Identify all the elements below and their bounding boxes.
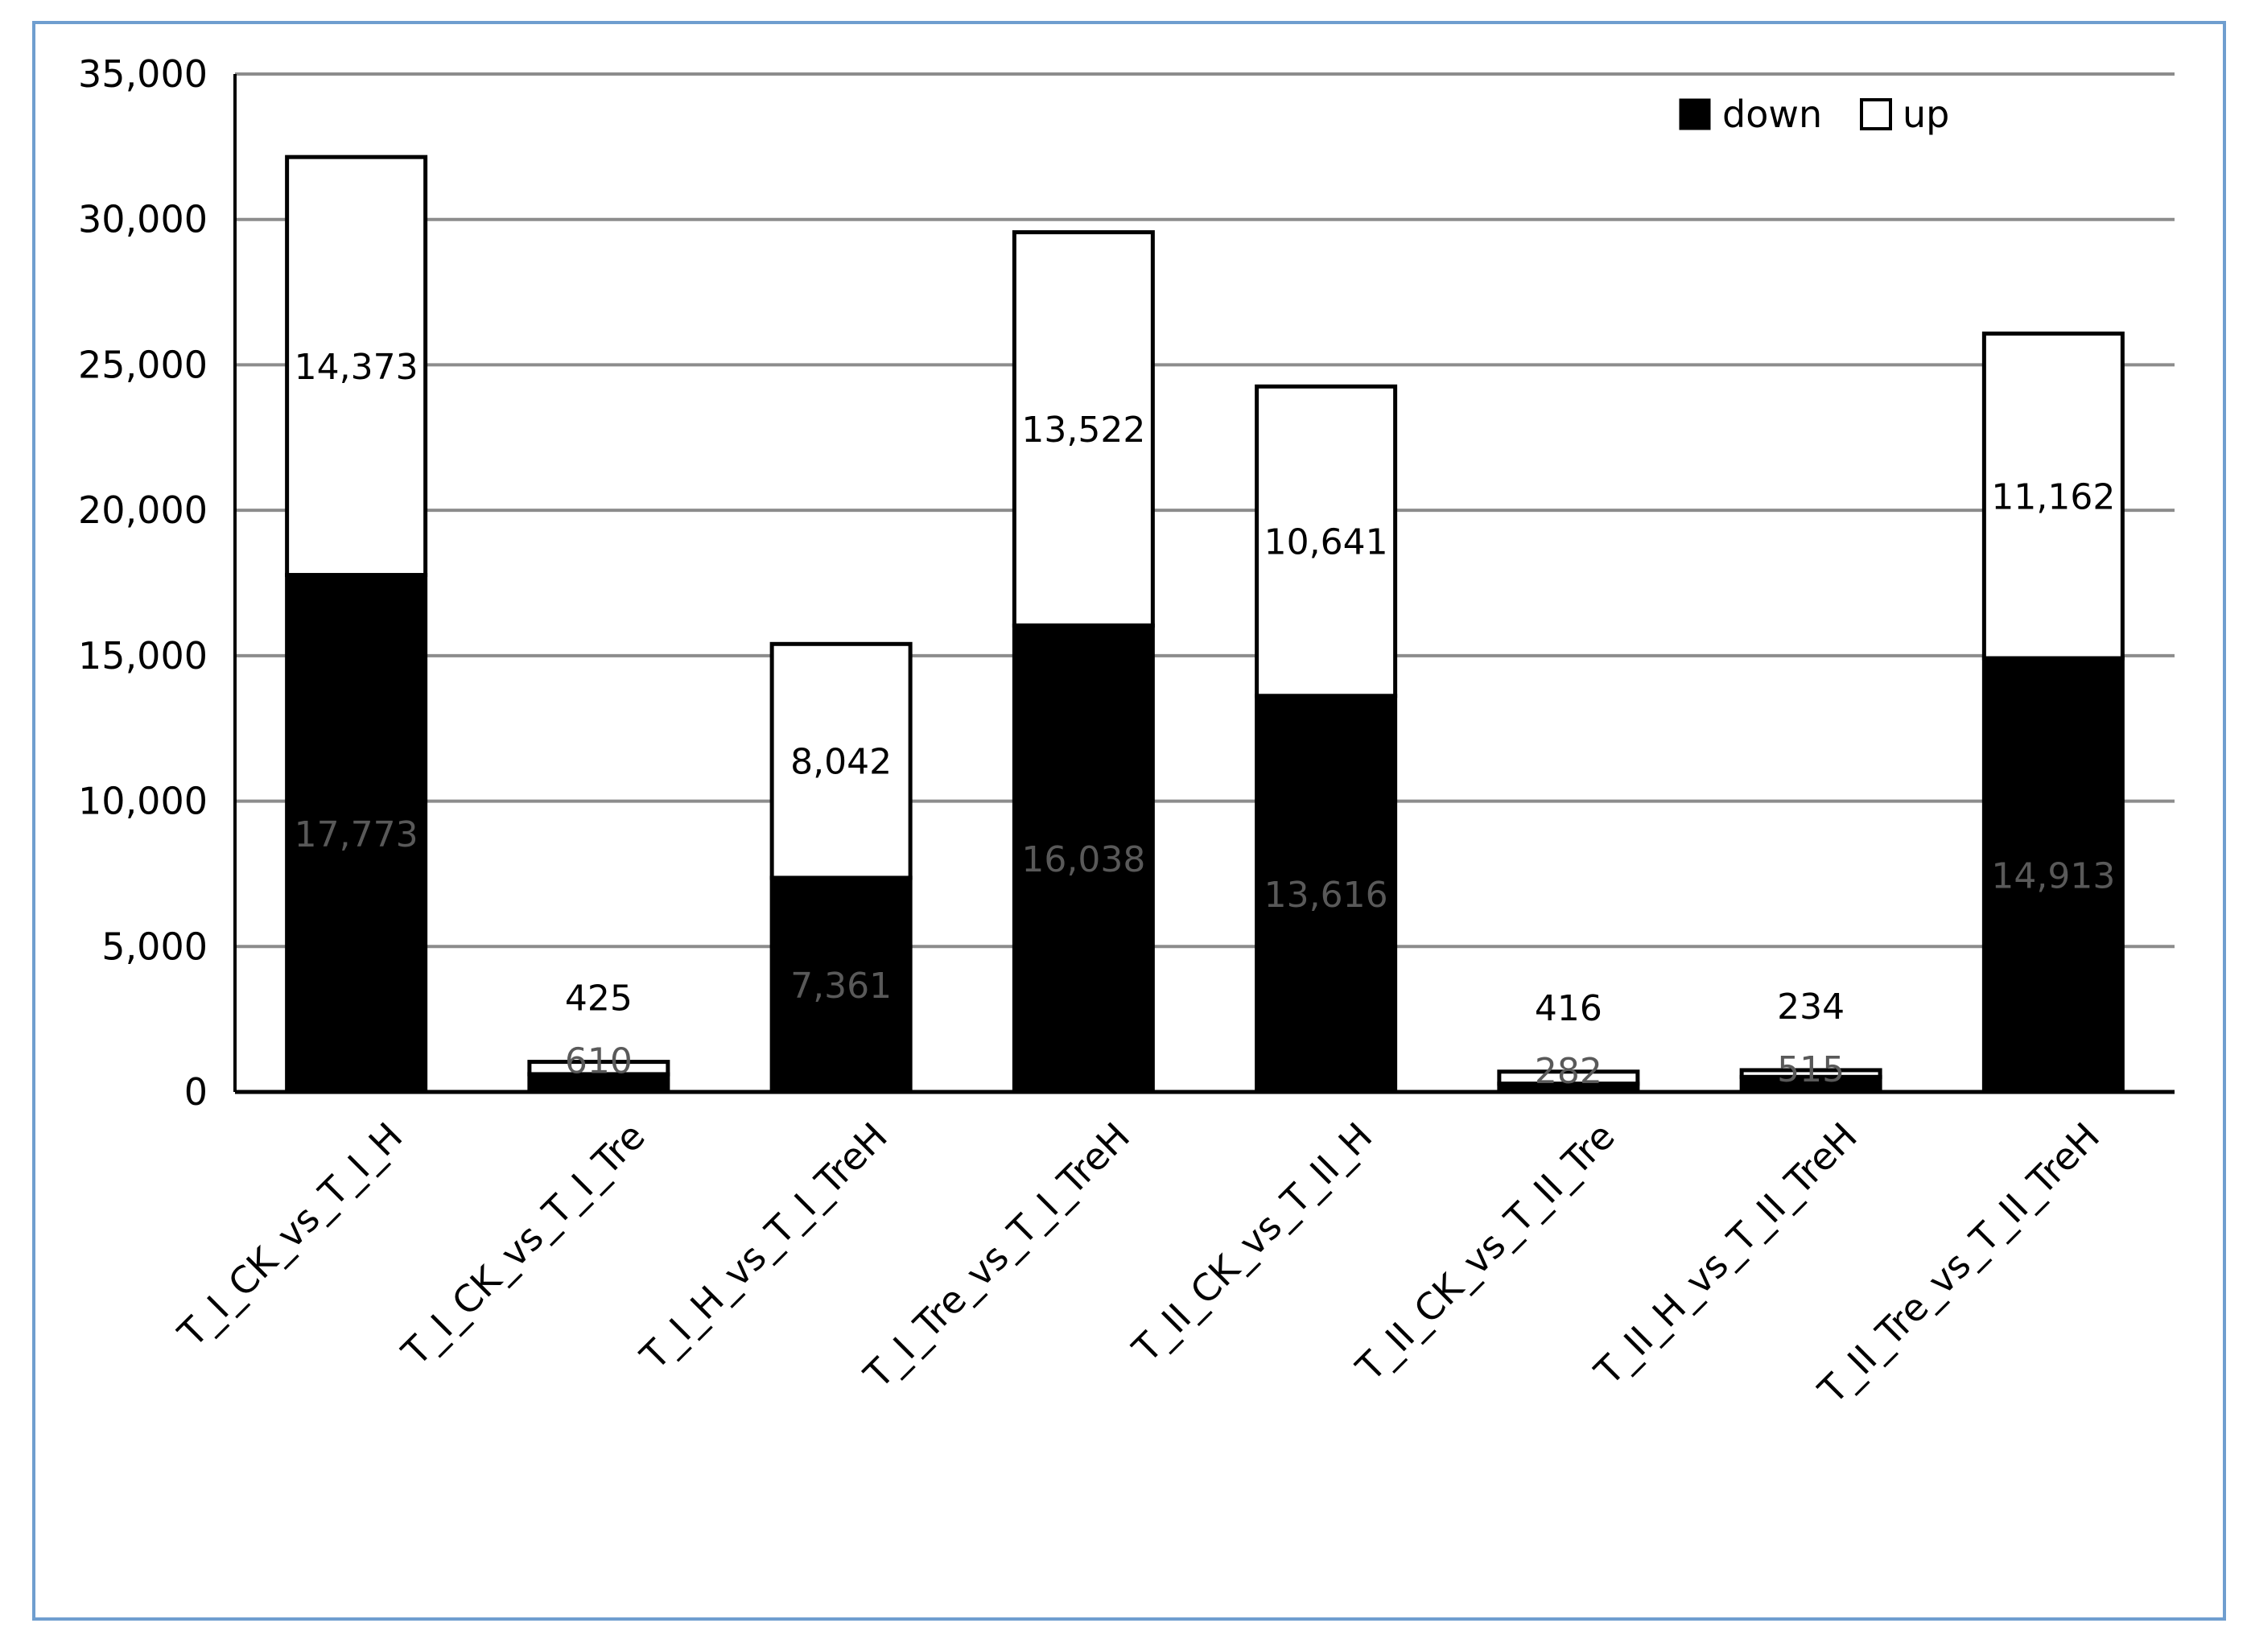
y-tick-label: 25,000 xyxy=(78,343,208,386)
data-label-up: 11,162 xyxy=(1991,476,2115,517)
x-category-label: T_I_CK_vs_T_I_Tre xyxy=(393,1114,653,1374)
data-label-up: 8,042 xyxy=(790,742,892,783)
data-label-down: 13,616 xyxy=(1264,875,1388,916)
data-label-up: 10,641 xyxy=(1264,522,1388,563)
data-label-up: 14,373 xyxy=(295,347,418,388)
y-tick-label: 5,000 xyxy=(101,925,208,968)
bar-up xyxy=(1981,332,2125,661)
y-tick-label: 20,000 xyxy=(78,488,208,532)
x-category-label: T_II_Tre_vs_T_II_TreH xyxy=(1809,1114,2108,1413)
data-label-down: 16,038 xyxy=(1021,839,1145,880)
data-label-up: 416 xyxy=(1535,988,1602,1029)
y-tick-label: 15,000 xyxy=(78,634,208,678)
bar-up xyxy=(1255,384,1398,698)
legend-label-up: up xyxy=(1903,93,1949,136)
x-category-label: T_I_H_vs_T_I_TreH xyxy=(632,1114,896,1378)
x-category-label: T_I_CK_vs_T_I_H xyxy=(169,1114,410,1356)
bar-down xyxy=(1012,623,1155,1094)
y-tick-label: 0 xyxy=(184,1070,208,1114)
data-label-down: 17,773 xyxy=(295,814,418,855)
x-category-label: T_II_CK_vs_T_II_H xyxy=(1123,1114,1380,1371)
bar-down xyxy=(1255,694,1398,1094)
y-tick-label: 30,000 xyxy=(78,198,208,241)
data-label-down: 282 xyxy=(1535,1051,1602,1092)
legend-swatch-up xyxy=(1860,98,1892,130)
data-label-down: 14,913 xyxy=(1991,856,2115,897)
y-tick-label: 35,000 xyxy=(78,52,208,96)
bar-down xyxy=(1981,656,2125,1094)
x-category-label: T_I_Tre_vs_T_I_TreH xyxy=(855,1114,1139,1398)
bar-up xyxy=(1012,230,1155,628)
data-label-down: 515 xyxy=(1777,1049,1845,1090)
bar-up xyxy=(769,641,913,880)
data-label-down: 7,361 xyxy=(790,966,892,1007)
data-label-down: 610 xyxy=(565,1041,633,1082)
data-label-up: 234 xyxy=(1777,987,1845,1028)
bar-down xyxy=(285,573,428,1094)
legend-swatch-down xyxy=(1679,98,1711,130)
x-category-label: T_II_CK_vs_T_II_Tre xyxy=(1347,1114,1623,1390)
bar-down xyxy=(769,875,913,1094)
x-category-label: T_II_H_vs_T_II_TreH xyxy=(1585,1114,1865,1394)
legend-label-down: down xyxy=(1722,93,1822,136)
data-label-up: 425 xyxy=(565,978,633,1020)
y-tick-label: 10,000 xyxy=(78,780,208,823)
data-label-up: 13,522 xyxy=(1021,410,1145,451)
